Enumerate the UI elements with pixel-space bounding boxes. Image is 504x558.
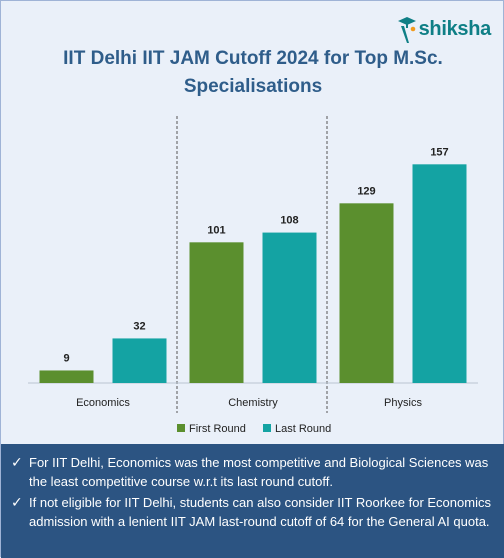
brand-logo: shiksha <box>396 11 491 47</box>
category-label: Economics <box>76 397 130 409</box>
bar-first-round <box>189 242 244 383</box>
note-item: ✓ For IIT Delhi, Economics was the most … <box>11 453 495 491</box>
data-label: 32 <box>133 320 145 332</box>
notes-panel: ✓ For IIT Delhi, Economics was the most … <box>1 444 504 558</box>
legend-label: First Round <box>189 423 246 435</box>
legend-swatch <box>263 424 271 432</box>
bar-first-round <box>339 203 394 383</box>
data-label: 157 <box>430 146 448 158</box>
graduation-cap-icon <box>397 17 416 43</box>
legend-swatch <box>177 424 185 432</box>
data-label: 108 <box>280 215 298 227</box>
chart-title: IIT Delhi IIT JAM Cutoff 2024 for Top M.… <box>63 48 443 97</box>
legend-label: Last Round <box>275 423 331 435</box>
check-icon: ✓ <box>11 454 23 470</box>
data-label: 129 <box>357 185 375 197</box>
bar-chart: 9 32 Economics 101 108 Chemistry 129 157 Physics… <box>28 116 478 435</box>
data-label: 101 <box>207 224 225 236</box>
note-text: For IIT Delhi, Economics was the most co… <box>29 455 489 489</box>
bar-last-round <box>262 232 317 383</box>
note-text: If not eligible for IIT Delhi, students … <box>29 495 491 529</box>
data-label: 9 <box>63 352 69 364</box>
category-label: Physics <box>384 397 422 409</box>
category-label: Chemistry <box>228 397 278 409</box>
brand-name: shiksha <box>418 17 492 40</box>
bar-last-round <box>412 164 467 383</box>
bar-last-round <box>112 338 167 383</box>
note-item: ✓ If not eligible for IIT Delhi, student… <box>11 493 495 531</box>
bar-first-round <box>39 370 94 383</box>
check-icon: ✓ <box>11 494 23 510</box>
